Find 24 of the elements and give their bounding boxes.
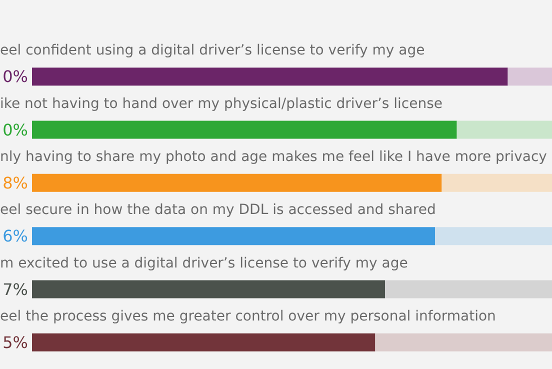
bar: [435, 227, 552, 246]
bar: [32, 174, 442, 192]
y-tick-label: ike not having to hand over my physical/plastic driver’s license: [0, 96, 443, 112]
text: 0%: [2, 120, 28, 140]
y-tick-label: nly having to share my photo and age makes me feel like I have more privacy: [0, 148, 547, 165]
text: 5%: [2, 332, 28, 352]
bar: [32, 280, 386, 298]
bar: [456, 120, 552, 139]
bar: [442, 174, 552, 192]
text: 0%: [2, 67, 28, 86]
bar: [508, 68, 552, 86]
bar: [32, 227, 435, 246]
y-tick-label: eel secure in how the data on my DDL is accessed and shared: [0, 202, 436, 218]
bar: [32, 120, 457, 139]
y-tick-label: m excited to use a digital driver’s license to verify my age: [0, 255, 408, 272]
bar: [32, 333, 376, 352]
bar: [32, 68, 508, 86]
y-tick-label: eel confident using a digital driver’s license to verify my age: [0, 42, 425, 59]
y-tick-label: eel the process gives me greater control over my personal information: [0, 308, 496, 324]
bar: [375, 333, 552, 352]
text: 6%: [2, 226, 28, 246]
text: 7%: [2, 280, 28, 299]
text: 8%: [2, 173, 28, 192]
bar: [385, 280, 552, 298]
